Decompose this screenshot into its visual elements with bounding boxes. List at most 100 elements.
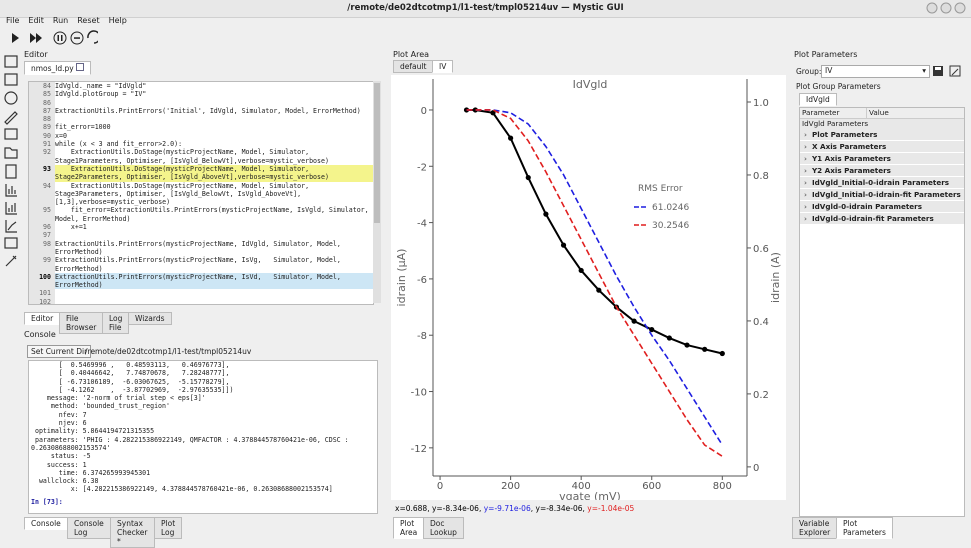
row-label: IdVgld_Initial-0-idrain Parameters bbox=[811, 178, 950, 187]
menu-bar: File Edit Run Reset Help bbox=[6, 16, 127, 28]
tab[interactable]: Console Log bbox=[67, 517, 111, 539]
code-line: 89 fit_error=1000 bbox=[29, 123, 373, 132]
tree-row[interactable]: › Plot Parameters bbox=[800, 129, 964, 141]
set-dir-button[interactable]: Set Current Dir bbox=[27, 345, 92, 358]
param-tab[interactable]: IdVgld bbox=[799, 93, 837, 106]
console-output[interactable]: [ 0.5469996 , 0.48593113, 0.46976773], [… bbox=[28, 360, 378, 514]
x-tick-label: 200 bbox=[501, 481, 520, 492]
menu-item[interactable]: Reset bbox=[77, 16, 100, 25]
param-buttons[interactable] bbox=[931, 64, 965, 78]
side-toolbar[interactable] bbox=[2, 52, 20, 272]
console-line: wallclock: 6.38 bbox=[31, 477, 99, 486]
data-point bbox=[472, 107, 478, 113]
title-bar: /remote/de02dtcotmp1/l1-test/tmpl05214uv… bbox=[0, 0, 971, 18]
data-point bbox=[596, 287, 602, 293]
cursor-status: x=0.688, y=-8.34e-06, y=-9.71e-06, y=-8.… bbox=[395, 504, 634, 513]
line-number: 93 bbox=[29, 164, 55, 182]
console-line: parameters: 'PHIG : 4.282215386922149, Q… bbox=[31, 435, 353, 452]
y-tick-label: -2 bbox=[417, 162, 427, 173]
data-point bbox=[719, 350, 725, 357]
x-tick-label: 600 bbox=[642, 481, 661, 492]
code-text: ExtractionUtils.PrintErrors('Initial', I… bbox=[55, 106, 361, 115]
menu-item[interactable]: Run bbox=[52, 16, 69, 25]
code-text: ExtractionUtils.DoStage(mysticProjectNam… bbox=[55, 148, 329, 165]
group-select[interactable]: IV ▾ bbox=[821, 65, 930, 78]
data-point bbox=[702, 346, 708, 352]
tab[interactable]: File Browser bbox=[59, 312, 104, 334]
menu-item[interactable]: Help bbox=[108, 16, 127, 25]
modified-box bbox=[76, 63, 85, 71]
tab[interactable]: Console bbox=[24, 517, 68, 530]
expander: › bbox=[804, 130, 807, 139]
tab[interactable]: Variable Explorer bbox=[792, 517, 838, 539]
tab[interactable]: Plot Log bbox=[154, 517, 183, 539]
tree-row[interactable]: › IdVgld_Initial-0-idrain Parameters bbox=[800, 177, 964, 189]
console-line: [ 0.40446642, 7.74870678, 7.28248777], bbox=[31, 369, 230, 378]
code-line: 85 IdVgld.plotGroup = "IV" bbox=[29, 90, 373, 99]
line-number: 87 bbox=[29, 106, 55, 116]
panel-title: Console bbox=[24, 330, 56, 339]
tab[interactable]: Plot Area bbox=[393, 517, 425, 539]
code-editor[interactable]: 84 IdVgld._name = "IdVgld" 85 IdVgld.plotGr… bbox=[28, 81, 374, 305]
line-number: 95 bbox=[29, 206, 55, 224]
tab[interactable]: Syntax Checker * bbox=[110, 517, 155, 548]
tree-row[interactable]: › Y1 Axis Parameters bbox=[800, 153, 964, 165]
fit-line bbox=[466, 109, 723, 457]
run-toolbar[interactable] bbox=[8, 30, 98, 46]
expander: › bbox=[804, 214, 807, 223]
plot-canvas[interactable]: IdVgld 0 200 400 600 800 0 -2 -4 -6 -8 -10 -12 0 0.2 0.… bbox=[391, 75, 786, 500]
tree-row[interactable]: › IdVgld-0-idrain Parameters bbox=[800, 201, 964, 213]
tab[interactable]: Editor bbox=[24, 312, 61, 325]
menu-item[interactable]: Edit bbox=[28, 16, 44, 25]
panel-title: Editor bbox=[24, 50, 48, 59]
row-label: Y2 Axis Parameters bbox=[811, 166, 891, 175]
console-line: message: '2-norm of trial step < eps[3]' bbox=[31, 394, 206, 403]
console-line: nfev: 7 bbox=[31, 410, 87, 419]
row-label: Plot Parameters bbox=[811, 130, 878, 139]
code-text: ExtractionUtils.DoStage(mysticProjectNam… bbox=[55, 181, 314, 207]
code-text: fit_error=ExtractionUtils.PrintErrors(my… bbox=[55, 206, 373, 223]
line-number: 88 bbox=[29, 115, 55, 124]
param-tree[interactable]: Parameter Value IdVgld Parameters › Plot Par… bbox=[799, 107, 965, 517]
code-line: 93 ExtractionUtils.DoStage(mysticProject… bbox=[29, 164, 373, 182]
data-point bbox=[543, 211, 549, 217]
y-tick-label: 0 bbox=[421, 106, 427, 117]
tab[interactable]: Doc Lookup bbox=[423, 517, 464, 539]
window-title: /remote/de02dtcotmp1/l1-test/tmpl05214uv… bbox=[347, 3, 624, 13]
menu-item[interactable]: File bbox=[6, 16, 20, 25]
code-text bbox=[55, 298, 373, 304]
tab[interactable]: default bbox=[393, 60, 434, 73]
file-tab[interactable]: nmos_ld.py bbox=[24, 61, 92, 75]
tab[interactable]: Plot Parameters bbox=[836, 517, 893, 539]
row-label: X Axis Parameters bbox=[811, 142, 887, 151]
tree-row[interactable]: › Y2 Axis Parameters bbox=[800, 165, 964, 177]
y2-tick-label: 0.4 bbox=[753, 317, 769, 328]
y-tick-label: -4 bbox=[417, 219, 427, 230]
scrollbar[interactable] bbox=[373, 81, 381, 303]
tab[interactable]: Wizards bbox=[128, 312, 172, 325]
code-line: 87 ExtractionUtils.PrintErrors('Initial',… bbox=[29, 106, 373, 116]
tab[interactable]: Log File bbox=[102, 312, 130, 334]
expander: › bbox=[804, 142, 807, 151]
y2-axis-label: idrain (A) bbox=[769, 252, 782, 303]
expander: › bbox=[804, 166, 807, 175]
group-label: Group: bbox=[796, 67, 822, 76]
tree-row[interactable]: › IdVgld_Initial-0-idrain-fit Parameters bbox=[800, 189, 964, 201]
data-point bbox=[560, 242, 567, 248]
legend-label: 61.0246 bbox=[652, 203, 689, 213]
window-controls[interactable] bbox=[926, 2, 968, 14]
status-part: , y=-8.34e-06, bbox=[530, 504, 588, 513]
line-number: 89 bbox=[29, 123, 55, 132]
tab[interactable]: IV bbox=[432, 60, 454, 73]
table-header: Parameter Value bbox=[800, 108, 964, 119]
data-point bbox=[463, 107, 470, 113]
console-prompt: In [73]: bbox=[31, 497, 63, 506]
code-line: 86 bbox=[29, 98, 373, 107]
code-text: x=0 bbox=[55, 131, 67, 140]
console-line: time: 6.374265993945301 bbox=[31, 468, 151, 477]
tree-row[interactable]: › IdVgld-0-idrain-fit Parameters bbox=[800, 213, 964, 225]
console-line: [ -6.73106189, -6.03067625, -5.15778279]… bbox=[31, 377, 230, 386]
tree-row[interactable]: › X Axis Parameters bbox=[800, 141, 964, 153]
code-line: 88 bbox=[29, 115, 373, 124]
code-text: ExtractionUtils.DoStage(mysticProjectNam… bbox=[55, 164, 373, 182]
